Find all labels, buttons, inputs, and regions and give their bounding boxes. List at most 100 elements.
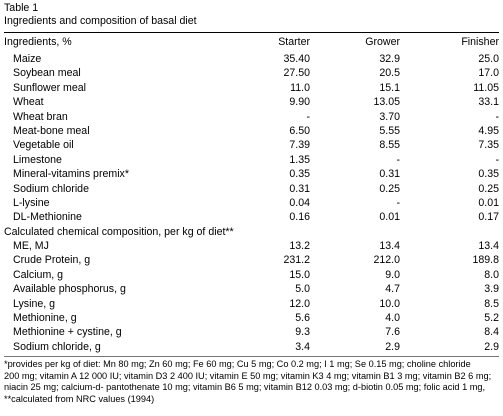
grower-value: 20.5: [379, 67, 400, 80]
row-label: Soybean meal: [13, 67, 81, 80]
finisher-value: 5.2: [484, 311, 499, 324]
footnote-line-1: *provides per kg of diet: Mn 80 mg; Zn 6…: [4, 359, 471, 370]
starter-value: -: [306, 110, 310, 123]
grower-value: 7.6: [385, 326, 400, 339]
footnote-line-4: **calculated from NRC values (1994): [4, 393, 155, 404]
table-figure: Table 1 Ingredients and composition of b…: [0, 2, 503, 405]
table-row: Maize 35.40 32.9 25.0: [4, 52, 499, 66]
grower-value: 10.0: [379, 297, 400, 310]
table-row: Sunflower meal 11.0 15.1 11.05: [4, 81, 499, 95]
row-label: Calcium, g: [13, 268, 64, 281]
ingredients-body: Maize 35.40 32.9 25.0 Soybean meal 27.50 20.5 1…: [4, 52, 499, 225]
grower-value: 5.55: [379, 125, 400, 138]
table-title: Ingredients and composition of basal die…: [4, 15, 197, 27]
starter-value: 1.35: [289, 153, 310, 166]
row-label: DL-Methionine: [13, 211, 82, 224]
starter-value: 13.2: [289, 239, 310, 252]
table-row: Methionine + cystine, g 9.3 7.6 8.4: [4, 325, 499, 339]
top-rule: [4, 32, 499, 33]
starter-value: 9.90: [289, 96, 310, 109]
finisher-value: -: [495, 153, 499, 166]
grower-value: 2.9: [385, 340, 400, 353]
table-row: Crude Protein, g 231.2 212.0 189.8: [4, 253, 499, 267]
table-row: Meat-bone meal 6.50 5.55 4.95: [4, 124, 499, 138]
section-row: Calculated chemical composition, per kg …: [4, 225, 499, 239]
row-label: Wheat: [13, 96, 44, 109]
header-finisher: Finisher: [461, 36, 499, 48]
row-label: Sunflower meal: [13, 81, 87, 94]
row-label: Wheat bran: [13, 110, 68, 123]
section-label: Calculated chemical composition, per kg …: [4, 225, 234, 238]
table-row: DL-Methionine 0.16 0.01 0.17: [4, 210, 499, 224]
table-row: Wheat bran - 3.70 -: [4, 110, 499, 124]
row-label: Available phosphorus, g: [13, 283, 126, 296]
table-row: L-lysine 0.04 - 0.01: [4, 196, 499, 210]
finisher-value: 8.5: [484, 297, 499, 310]
grower-value: 32.9: [379, 53, 400, 65]
starter-value: 35.40: [283, 53, 310, 65]
grower-value: 212.0: [373, 254, 400, 267]
grower-value: 9.0: [385, 268, 400, 281]
starter-value: 15.0: [289, 268, 310, 281]
row-label: Vegetable oil: [13, 139, 74, 152]
row-label: Crude Protein, g: [13, 254, 91, 267]
finisher-value: 33.1: [478, 96, 499, 109]
table-row: Wheat 9.90 13.05 33.1: [4, 95, 499, 109]
table-row: Vegetable oil 7.39 8.55 7.35: [4, 138, 499, 152]
header-row: Ingredients, % Starter Grower Finisher: [4, 33, 499, 52]
table-row: Soybean meal 27.50 20.5 17.0: [4, 66, 499, 80]
header-starter: Starter: [278, 36, 310, 48]
grower-value: 8.55: [379, 139, 400, 152]
footnotes: *provides per kg of diet: Mn 80 mg; Zn 6…: [0, 357, 503, 405]
grower-value: 15.1: [379, 81, 400, 94]
finisher-value: 8.4: [484, 326, 499, 339]
table-row: Sodium chloride, g 3.4 2.9 2.9: [4, 340, 499, 354]
finisher-value: 8.0: [484, 268, 499, 281]
row-label: ME, MJ: [13, 239, 49, 252]
finisher-value: 189.8: [472, 254, 499, 267]
starter-value: 27.50: [283, 67, 310, 80]
header-grower: Grower: [365, 36, 400, 48]
finisher-value: 0.25: [478, 182, 499, 195]
starter-value: 0.16: [289, 211, 310, 224]
starter-value: 5.0: [295, 283, 310, 296]
starter-value: 5.6: [295, 311, 310, 324]
starter-value: 3.4: [295, 340, 310, 353]
starter-value: 12.0: [289, 297, 310, 310]
grower-value: -: [396, 153, 400, 166]
grower-value: 13.4: [379, 239, 400, 252]
bottom-rule: [4, 356, 499, 358]
row-label: L-lysine: [13, 197, 50, 210]
starter-value: 231.2: [283, 254, 310, 267]
table-row: Limestone 1.35 - -: [4, 153, 499, 167]
row-label: Meat-bone meal: [13, 125, 90, 138]
footnote-line-2: 200 mg; vitamin A 12 000 IU; vitamin D3 …: [4, 370, 492, 381]
row-label: Mineral-vitamins premix*: [13, 168, 129, 181]
row-label: Lysine, g: [13, 297, 56, 310]
table-row: ME, MJ 13.2 13.4 13.4: [4, 239, 499, 253]
table-row: Calcium, g 15.0 9.0 8.0: [4, 268, 499, 282]
diet-table: Ingredients, % Starter Grower Finisher M…: [4, 33, 499, 354]
finisher-value: 4.95: [478, 125, 499, 138]
header-ingredients: Ingredients, %: [4, 36, 72, 48]
section-body: Calculated chemical composition, per kg …: [4, 225, 499, 239]
row-label: Sodium chloride: [13, 182, 89, 195]
finisher-value: 17.0: [478, 67, 499, 80]
grower-value: 4.7: [385, 283, 400, 296]
table-row: Methionine, g 5.6 4.0 5.2: [4, 311, 499, 325]
finisher-value: 0.01: [478, 197, 499, 210]
composition-body: ME, MJ 13.2 13.4 13.4 Crude Protein, g 231.2 2…: [4, 239, 499, 354]
starter-value: 0.35: [289, 168, 310, 181]
row-label: Maize: [13, 53, 42, 65]
grower-value: 3.70: [379, 110, 400, 123]
finisher-value: 13.4: [478, 239, 499, 252]
starter-value: 9.3: [295, 326, 310, 339]
grower-value: 0.25: [379, 182, 400, 195]
finisher-value: 0.17: [478, 211, 499, 224]
row-label: Limestone: [13, 153, 62, 166]
finisher-value: -: [495, 110, 499, 123]
starter-value: 0.31: [289, 182, 310, 195]
finisher-value: 7.35: [478, 139, 499, 152]
footnote-line-3: niacin 25 mg; calcium-d- pantothenate 10…: [4, 382, 486, 393]
finisher-value: 0.35: [478, 168, 499, 181]
